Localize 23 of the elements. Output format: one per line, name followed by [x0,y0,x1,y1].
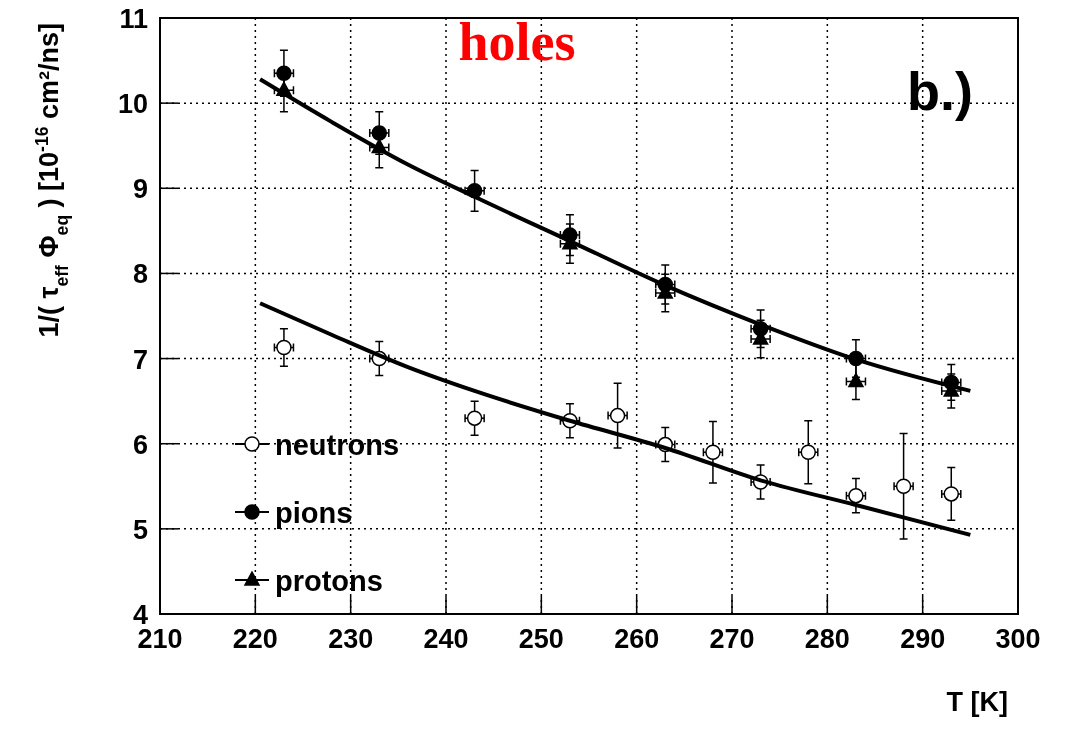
x-tick-label: 290 [900,624,946,654]
x-tick-label: 270 [709,624,755,654]
annotation: b.) [907,61,973,121]
x-tick-label: 230 [328,624,374,654]
y-tick-label: 11 [119,4,148,34]
x-tick-label: 250 [518,624,564,654]
y-tick-label: 5 [132,514,148,545]
chart-title: holes [458,12,576,72]
y-tick-label: 8 [132,259,148,290]
point [848,372,864,388]
y-tick-label: 6 [132,429,148,460]
x-tick-label: 240 [423,624,469,654]
legend-label: protons [275,565,383,597]
y-tick-label: 9 [132,174,148,205]
y-tick-label: 10 [117,89,148,120]
legend-label: neutrons [275,429,400,461]
x-tick-label: 300 [995,624,1041,654]
x-tick-label: 260 [614,624,660,654]
legend-label: pions [275,497,353,529]
x-tick-label: 280 [804,624,850,654]
x-tick-label: 220 [232,624,278,654]
y-tick-label: 7 [132,344,148,375]
x-axis-title: T [K] [946,687,1008,717]
